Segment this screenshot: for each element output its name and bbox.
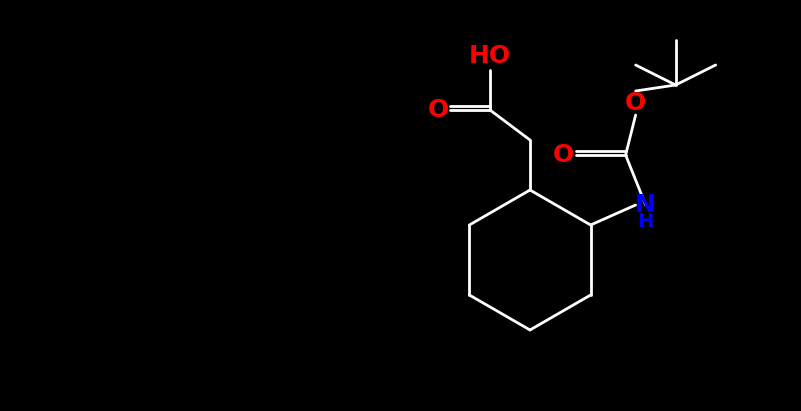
Text: O: O <box>428 98 449 122</box>
Text: H: H <box>638 212 654 231</box>
Text: O: O <box>625 91 646 115</box>
Text: HO: HO <box>469 44 511 68</box>
Text: O: O <box>553 143 574 167</box>
Text: N: N <box>635 193 656 217</box>
